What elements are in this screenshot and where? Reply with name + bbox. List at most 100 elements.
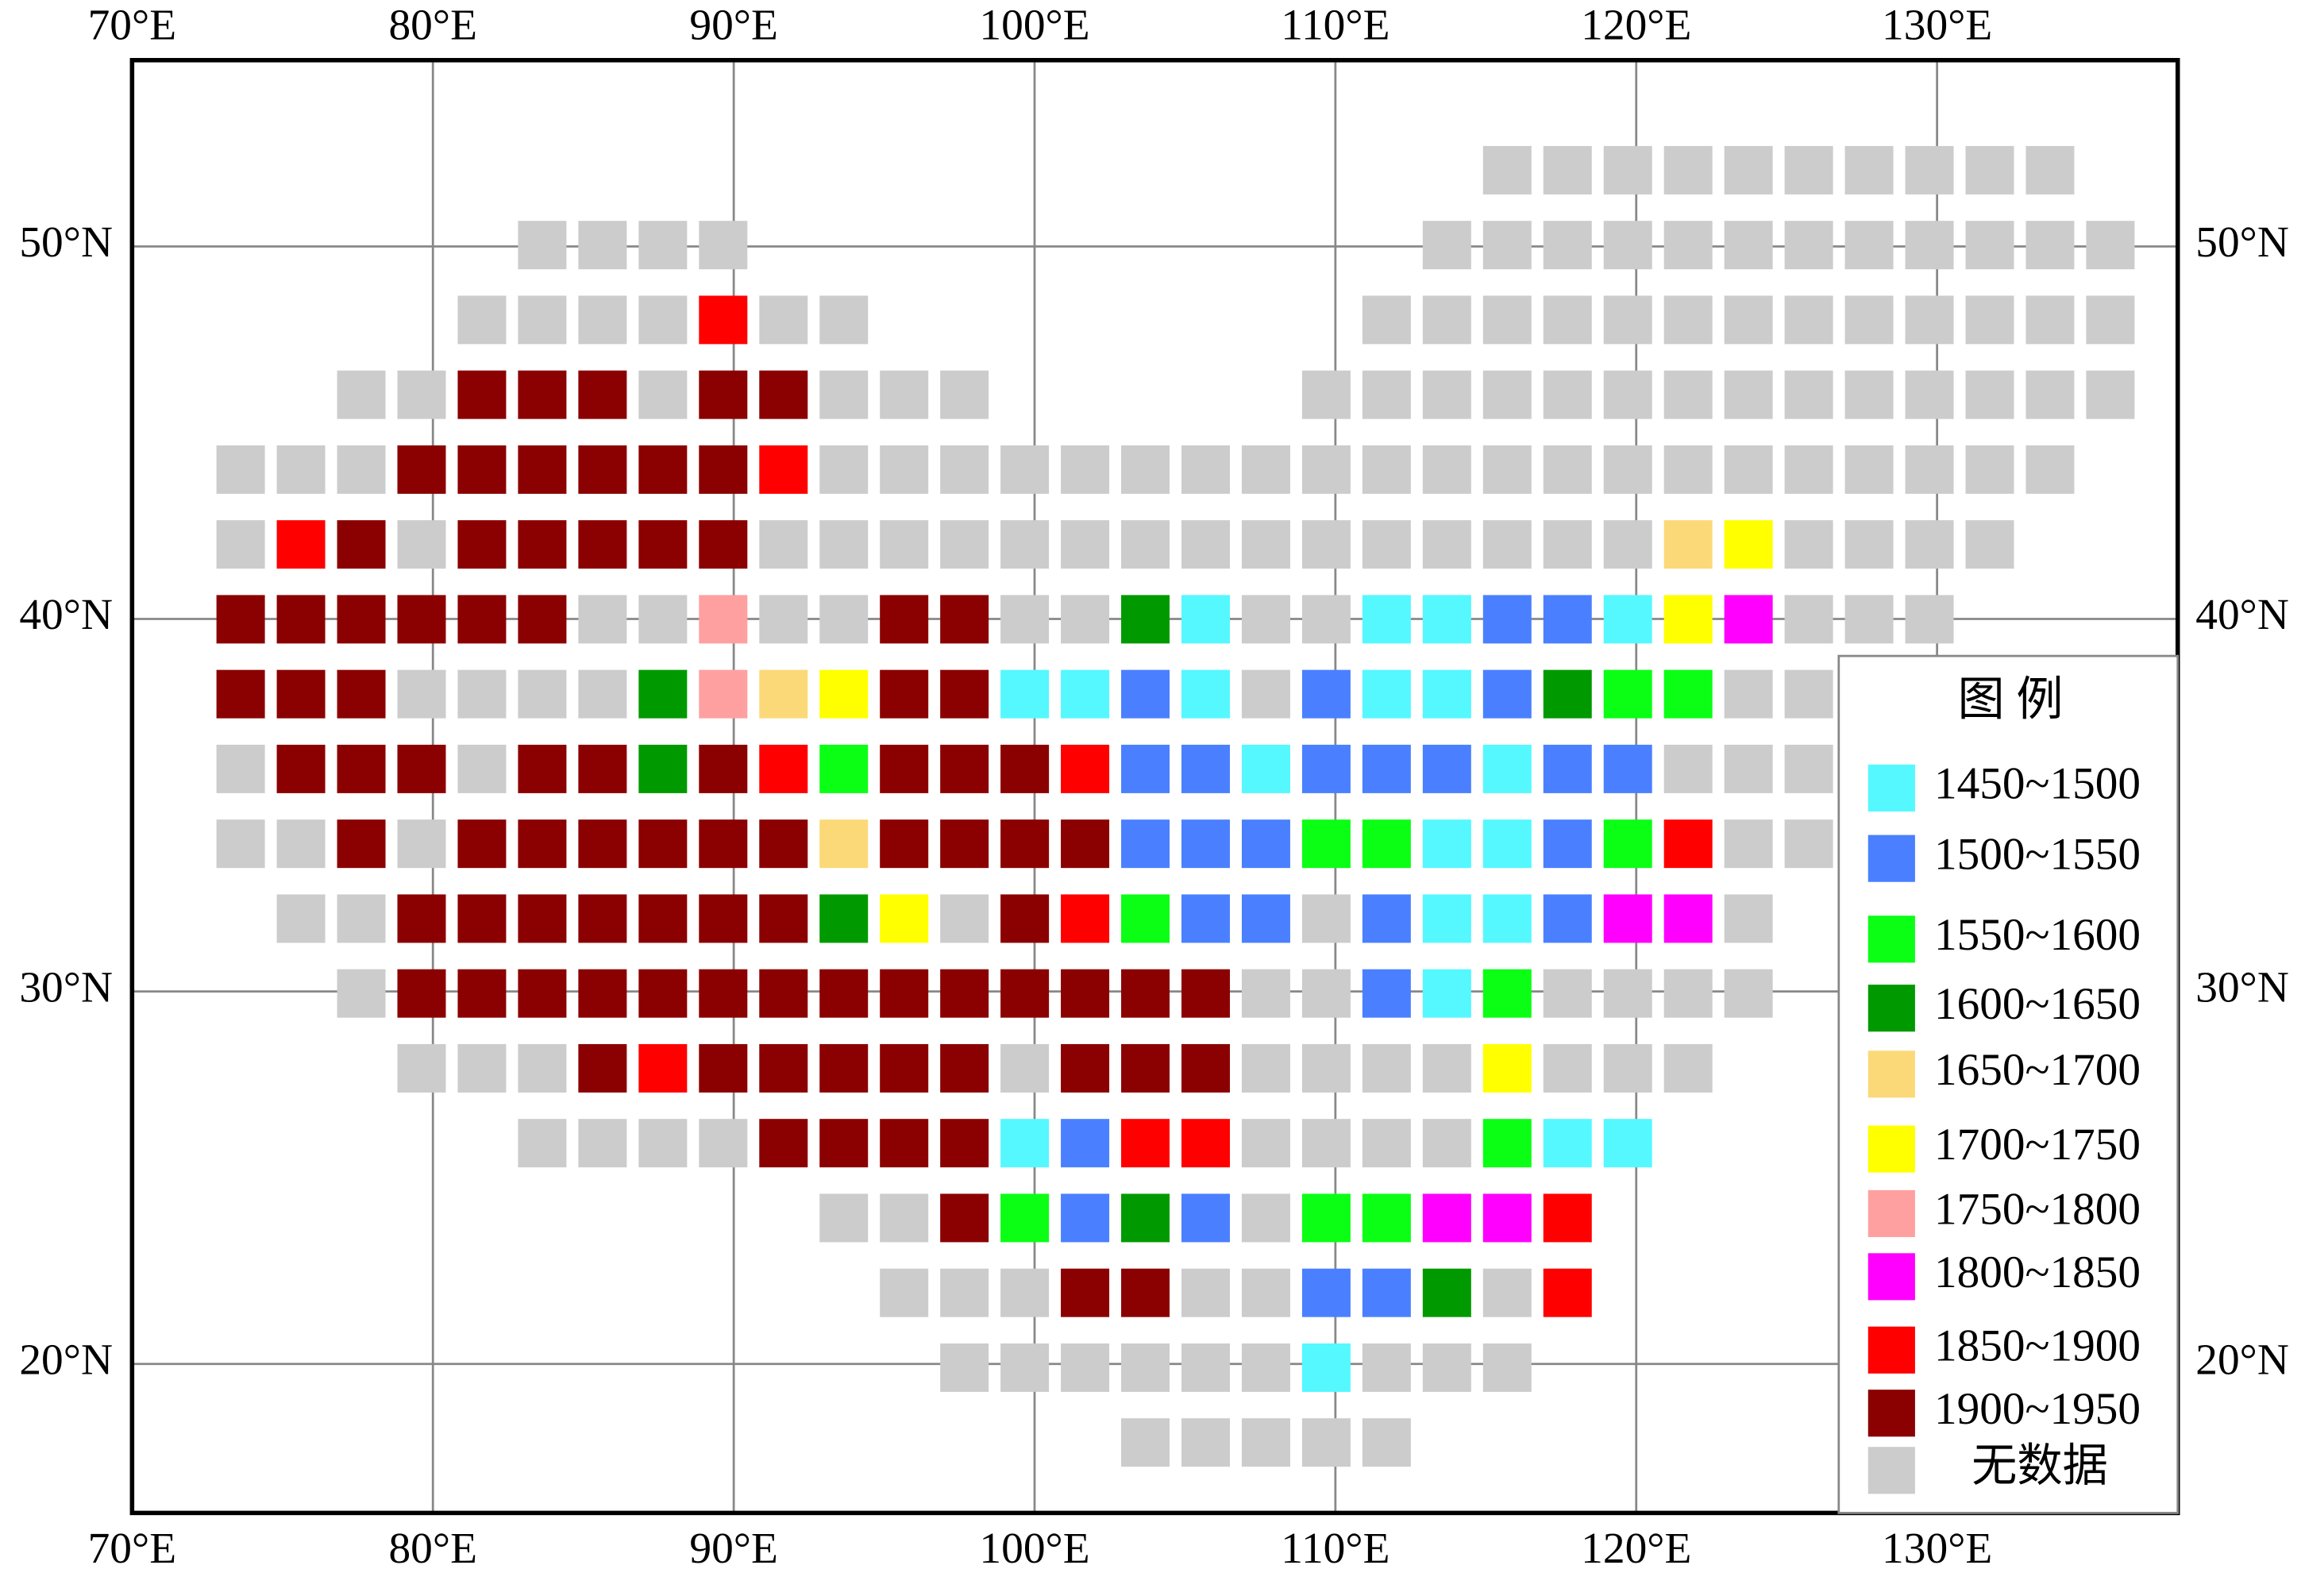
legend-swatch <box>1867 835 1915 882</box>
cell <box>759 969 808 1018</box>
cell <box>880 1193 929 1243</box>
cell <box>880 370 929 419</box>
cell <box>1061 744 1110 793</box>
cell <box>2086 370 2135 419</box>
cell <box>699 744 748 793</box>
cell <box>638 221 688 270</box>
cell <box>397 520 446 569</box>
cell <box>759 520 808 569</box>
cell <box>1241 819 1290 869</box>
cell <box>1362 1343 1411 1392</box>
legend-label: 1700~1750 <box>1934 1120 2141 1170</box>
cell <box>1482 1193 1532 1243</box>
cell <box>1784 145 1833 195</box>
cell <box>216 520 265 569</box>
cell <box>1844 520 1894 569</box>
y-tick-label: 50°N <box>2195 218 2289 266</box>
cell <box>1663 969 1713 1018</box>
legend-swatch <box>1867 1125 1915 1173</box>
cell <box>1422 520 1471 569</box>
cell <box>819 370 869 419</box>
cell <box>276 744 326 793</box>
legend-label: 1600~1650 <box>1934 979 2141 1029</box>
cell <box>1362 1119 1411 1168</box>
y-tick-label: 30°N <box>19 962 113 1011</box>
cell <box>1241 1193 1290 1243</box>
cell <box>2025 145 2075 195</box>
legend-swatch <box>1867 1447 1915 1494</box>
cell <box>1905 370 1954 419</box>
cell <box>2025 295 2075 345</box>
cell <box>699 1043 748 1093</box>
cell <box>638 1119 688 1168</box>
cell <box>1362 595 1411 644</box>
cell <box>1000 1119 1050 1168</box>
legend-label: 1850~1900 <box>1934 1320 2141 1370</box>
cell <box>1482 221 1532 270</box>
cell <box>1362 1418 1411 1467</box>
y-tick-label: 30°N <box>2195 962 2289 1011</box>
cell <box>1362 819 1411 869</box>
cell <box>1061 1043 1110 1093</box>
cell <box>1121 445 1170 494</box>
legend-swatch <box>1867 1326 1915 1374</box>
cell <box>1422 445 1471 494</box>
cell <box>1603 445 1652 494</box>
cell <box>1543 1119 1592 1168</box>
cell <box>1121 744 1170 793</box>
cell <box>759 595 808 644</box>
cell <box>880 1268 929 1317</box>
legend-label: 1650~1700 <box>1934 1045 2141 1095</box>
cell <box>1241 520 1290 569</box>
cell <box>1000 744 1050 793</box>
cell <box>216 819 265 869</box>
cell <box>1301 520 1351 569</box>
cell <box>578 1119 627 1168</box>
cell <box>1965 445 2014 494</box>
cell <box>759 1119 808 1168</box>
cell <box>1301 819 1351 869</box>
cell <box>940 894 989 943</box>
cell <box>759 370 808 419</box>
cell <box>1482 969 1532 1018</box>
cell <box>1181 1343 1230 1392</box>
cell <box>1482 819 1532 869</box>
y-tick-label: 20°N <box>2195 1335 2289 1383</box>
cell <box>1241 894 1290 943</box>
cell <box>880 744 929 793</box>
cell <box>216 445 265 494</box>
cell <box>1543 145 1592 195</box>
cell <box>638 520 688 569</box>
cell <box>1724 221 1773 270</box>
cell <box>1000 1043 1050 1093</box>
legend-label: 1800~1850 <box>1934 1247 2141 1297</box>
cell <box>1061 1343 1110 1392</box>
cell <box>1543 1043 1592 1093</box>
cell <box>1362 520 1411 569</box>
cell <box>1482 894 1532 943</box>
cell <box>1061 819 1110 869</box>
cell <box>1724 445 1773 494</box>
cell <box>1422 295 1471 345</box>
cell <box>337 370 386 419</box>
cell <box>1482 1268 1532 1317</box>
cell <box>578 445 627 494</box>
cell <box>1121 894 1170 943</box>
cell <box>1181 744 1230 793</box>
cell <box>1844 145 1894 195</box>
cell <box>397 445 446 494</box>
cell <box>578 520 627 569</box>
cell <box>2025 221 2075 270</box>
legend-swatch <box>1867 916 1915 963</box>
cell <box>1301 1268 1351 1317</box>
cell <box>1603 669 1652 719</box>
cell <box>276 669 326 719</box>
tick-labels: 70°E 70°E 80°E 80°E 90°E 90°E 100°E 100°E 110°E 1… <box>19 1 2289 1572</box>
legend-swatch <box>1867 764 1915 812</box>
cell <box>1482 669 1532 719</box>
cell <box>1603 145 1652 195</box>
cell <box>518 1043 567 1093</box>
cell <box>397 669 446 719</box>
cell <box>699 819 748 869</box>
